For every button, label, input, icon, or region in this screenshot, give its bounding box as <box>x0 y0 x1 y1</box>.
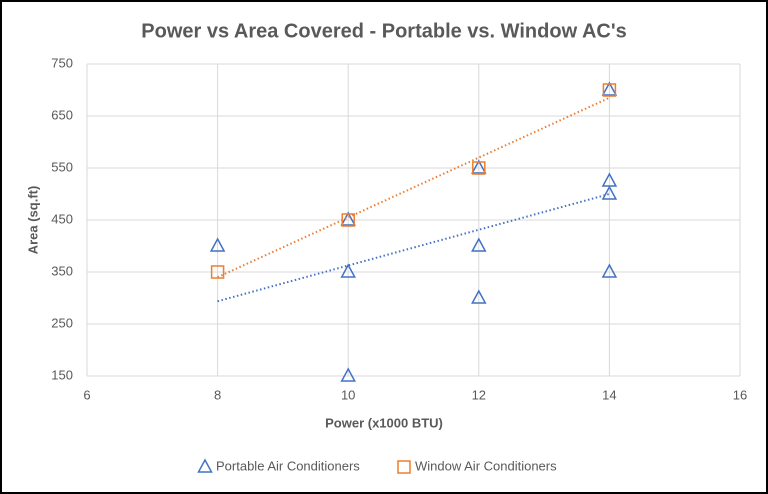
x-tick-label: 6 <box>83 387 90 402</box>
square-marker <box>341 213 355 227</box>
y-tick-label: 250 <box>51 315 73 330</box>
triangle-marker <box>197 458 213 473</box>
y-tick-label: 350 <box>51 263 73 278</box>
y-axis-label: Area (sq.ft) <box>25 186 40 255</box>
x-tick-label: 14 <box>602 387 616 402</box>
legend-label: Window Air Conditioners <box>415 458 557 473</box>
triangle-marker <box>471 289 487 304</box>
square-marker <box>210 265 225 279</box>
square-marker <box>602 83 617 97</box>
x-axis-label: Power (x1000 BTU) <box>325 415 443 430</box>
square-marker <box>397 460 411 474</box>
triangle-marker <box>340 367 356 382</box>
x-tick-label: 10 <box>341 387 355 402</box>
y-tick-label: 550 <box>51 159 73 174</box>
x-tick-label: 12 <box>472 387 486 402</box>
y-tick-label: 150 <box>51 367 73 382</box>
y-tick-label: 650 <box>51 107 73 122</box>
triangle-marker <box>471 237 487 252</box>
triangle-marker <box>340 263 356 278</box>
x-tick-label: 16 <box>733 387 747 402</box>
x-tick-label: 8 <box>214 387 221 402</box>
square-marker <box>472 161 486 175</box>
triangle-marker <box>601 263 618 278</box>
triangle-marker <box>601 81 618 96</box>
y-tick-label: 750 <box>51 55 73 70</box>
y-tick-label: 450 <box>51 211 73 226</box>
triangle-marker <box>209 237 226 252</box>
triangle-marker <box>471 159 487 174</box>
chart-title: Power vs Area Covered - Portable vs. Win… <box>141 20 626 42</box>
legend-label: Portable Air Conditioners <box>216 458 360 473</box>
triangle-marker <box>601 185 618 200</box>
